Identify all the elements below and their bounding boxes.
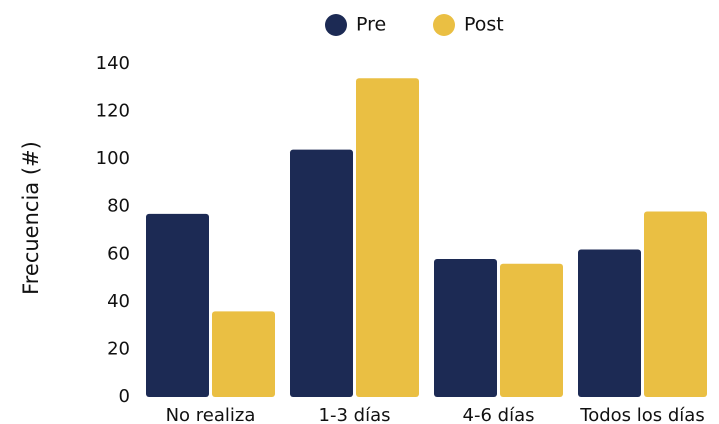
y-axis-ticks: 0 20 40 60 80 100 120 140 (96, 53, 130, 407)
legend-label: Post (464, 14, 504, 36)
legend-label: Pre (356, 14, 386, 36)
y-tick-label: 20 (107, 338, 130, 359)
bar-post-1-3-dias (356, 78, 419, 398)
bar-pre-4-6-dias (434, 259, 497, 397)
bar-pre-1-3-dias (290, 149, 353, 397)
x-axis-ticks: No realiza 1-3 días 4-6 días Todos los días (166, 405, 705, 424)
bar-post-no-realiza (212, 311, 275, 397)
y-tick-label: 40 (107, 291, 130, 312)
bar-pre-todos-los-dias (578, 249, 641, 397)
x-tick-label: No realiza (166, 405, 256, 424)
legend-item-pre: Pre (325, 14, 386, 36)
legend-item-post: Post (433, 14, 504, 36)
y-tick-label: 60 (107, 243, 130, 264)
y-axis-label: Frecuencia (#) (19, 141, 43, 295)
legend-swatch-post (433, 14, 455, 36)
x-tick-label: 1-3 días (319, 405, 391, 424)
legend-swatch-pre (325, 14, 347, 36)
y-tick-label: 100 (96, 148, 130, 169)
y-tick-label: 140 (96, 53, 130, 74)
bar-post-4-6-dias (500, 263, 563, 397)
bars (146, 78, 707, 398)
y-tick-label: 120 (96, 101, 130, 122)
y-tick-label: 80 (107, 196, 130, 217)
x-tick-label: 4-6 días (463, 405, 535, 424)
x-tick-label: Todos los días (579, 405, 704, 424)
bar-post-todos-los-dias (644, 211, 707, 397)
bar-pre-no-realiza (146, 213, 209, 397)
y-tick-label: 0 (119, 386, 130, 407)
legend: Pre Post (325, 14, 504, 36)
